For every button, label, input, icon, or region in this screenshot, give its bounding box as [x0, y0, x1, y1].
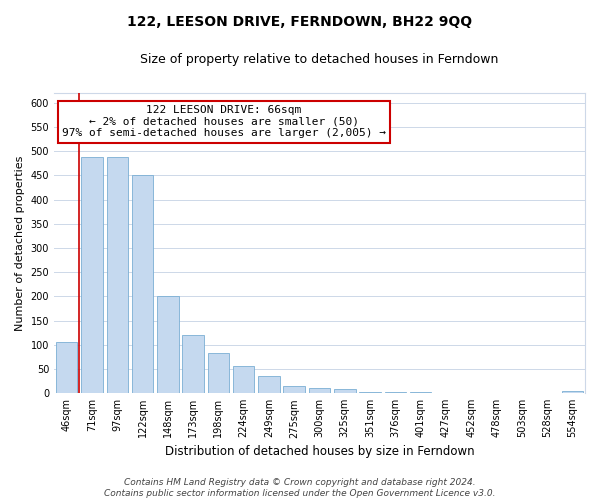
Bar [359, 392, 381, 393]
Text: Contains HM Land Registry data © Crown copyright and database right 2024.
Contai: Contains HM Land Registry data © Crown c… [104, 478, 496, 498]
Bar [562, 391, 583, 393]
Bar [107, 158, 128, 393]
Bar [258, 376, 280, 393]
Bar [182, 335, 204, 393]
Y-axis label: Number of detached properties: Number of detached properties [15, 156, 25, 331]
Bar [132, 176, 153, 393]
Title: Size of property relative to detached houses in Ferndown: Size of property relative to detached ho… [140, 52, 499, 66]
Bar [309, 388, 330, 393]
Bar [334, 390, 356, 393]
Bar [157, 296, 179, 393]
Text: 122 LEESON DRIVE: 66sqm
← 2% of detached houses are smaller (50)
97% of semi-det: 122 LEESON DRIVE: 66sqm ← 2% of detached… [62, 105, 386, 138]
Text: 122, LEESON DRIVE, FERNDOWN, BH22 9QQ: 122, LEESON DRIVE, FERNDOWN, BH22 9QQ [127, 15, 473, 29]
Bar [56, 342, 77, 393]
Bar [208, 354, 229, 393]
Bar [283, 386, 305, 393]
Bar [410, 392, 431, 393]
Bar [233, 366, 254, 393]
Bar [385, 392, 406, 393]
X-axis label: Distribution of detached houses by size in Ferndown: Distribution of detached houses by size … [165, 444, 475, 458]
Bar [81, 158, 103, 393]
